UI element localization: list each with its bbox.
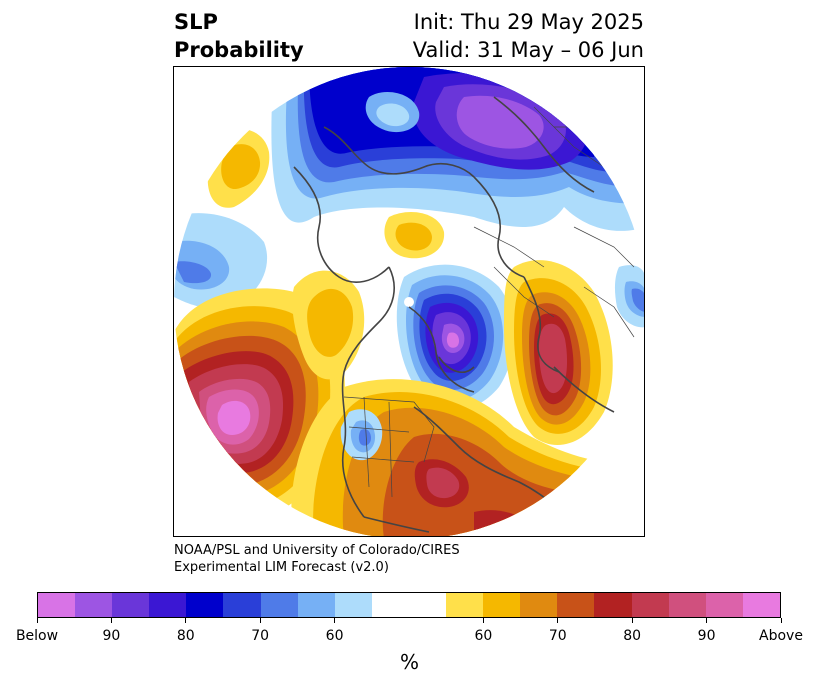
map-panel: [173, 66, 645, 537]
colorbar-tick-label: 80: [176, 628, 195, 644]
colorbar-tick-mark: [36, 618, 38, 623]
colorbar-tick-mark: [259, 618, 261, 623]
colorbar-tick-label: 80: [623, 628, 642, 644]
colorbar-swatch: [483, 593, 521, 617]
credit-text: NOAA/PSL and University of Colorado/CIRE…: [174, 542, 460, 576]
colorbar-tick-mark: [110, 618, 112, 623]
colorbar-tick-label: 60: [325, 628, 344, 644]
init-date: Init: Thu 29 May 2025: [413, 10, 644, 34]
colorbar-swatch: [742, 593, 780, 617]
colorbar-tick-mark: [780, 618, 782, 623]
colorbar-swatch: [371, 593, 409, 617]
map-fill: [174, 67, 644, 536]
colorbar-tick-label: 90: [102, 628, 121, 644]
colorbar-tick-mark: [185, 618, 187, 623]
colorbar-swatch: [223, 593, 261, 617]
colorbar-tick-mark: [482, 618, 484, 623]
colorbar-swatch: [408, 593, 447, 617]
colorbar-swatch: [594, 593, 632, 617]
colorbar-swatch: [260, 593, 298, 617]
probability-map: [174, 67, 644, 536]
title-block-right: Init: Thu 29 May 2025 Valid: 31 May – 06…: [413, 8, 644, 64]
colorbar-swatch: [705, 593, 743, 617]
colorbar-swatch: [186, 593, 224, 617]
colorbar-swatch: [334, 593, 372, 617]
colorbar-tick-label: Below: [15, 628, 59, 644]
colorbar-tick-label: 70: [251, 628, 270, 644]
colorbar-swatch: [668, 593, 706, 617]
title-product: Probability: [174, 38, 304, 62]
colorbar-tick-mark: [334, 618, 336, 623]
colorbar-tick-label: 60: [474, 628, 493, 644]
credit-line-1: NOAA/PSL and University of Colorado/CIRE…: [174, 543, 460, 558]
colorbar-swatch: [631, 593, 669, 617]
colorbar-tick-label: 70: [548, 628, 567, 644]
colorbar: [37, 592, 781, 618]
colorbar-unit-label: %: [399, 650, 419, 674]
colorbar-swatch: [149, 593, 187, 617]
colorbar-swatch: [557, 593, 595, 617]
colorbar-swatch: [446, 593, 484, 617]
colorbar-swatch: [38, 593, 76, 617]
credit-line-2: Experimental LIM Forecast (v2.0): [174, 560, 389, 575]
title-variable: SLP: [174, 10, 218, 34]
valid-range: Valid: 31 May – 06 Jun: [412, 38, 644, 62]
colorbar-tick-label: 90: [697, 628, 716, 644]
colorbar-tick-mark: [706, 618, 708, 623]
title-block-left: SLP Probability: [174, 8, 304, 64]
colorbar-tick-mark: [557, 618, 559, 623]
colorbar-swatch: [112, 593, 150, 617]
colorbar-swatch: [75, 593, 113, 617]
colorbar-tick-mark: [631, 618, 633, 623]
colorbar-swatch: [297, 593, 335, 617]
colorbar-swatch: [520, 593, 558, 617]
colorbar-tick-label: Above: [759, 628, 803, 644]
